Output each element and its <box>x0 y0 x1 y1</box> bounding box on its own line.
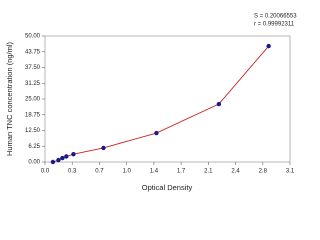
x-tick-label: 0.0 <box>41 169 50 175</box>
data-point <box>216 101 222 107</box>
y-tick-label: 18.75 <box>25 112 41 118</box>
data-point <box>50 159 56 165</box>
data-point <box>56 157 61 163</box>
data-point <box>64 154 69 159</box>
x-tick-label: 2.1 <box>204 169 213 175</box>
plot-area <box>44 35 291 163</box>
x-tick-label: 0.3 <box>68 169 77 175</box>
stat-s: S = 0.20066553 <box>254 14 297 20</box>
x-axis-label: Optical Density <box>142 183 193 192</box>
y-axis-label: Human TNC concentration (ng/ml) <box>5 41 14 156</box>
y-tick-label: 6.25 <box>28 144 40 150</box>
x-tick-label: 2.8 <box>259 169 268 175</box>
y-tick-label: 31.25 <box>25 81 41 87</box>
data-point <box>101 145 106 151</box>
y-tick-label: 37.50 <box>25 65 41 71</box>
stat-r: r = 0.99992311 <box>254 22 295 28</box>
y-tick-label: 12.50 <box>25 128 41 134</box>
x-tick-label: 1.0 <box>122 169 131 175</box>
x-tick-label: 2.4 <box>231 169 240 175</box>
data-point <box>60 155 65 161</box>
y-tick-label: 25.00 <box>25 97 41 103</box>
x-tick-label: 3.1 <box>286 169 295 175</box>
x-tick-label: 1.4 <box>150 169 159 175</box>
y-tick-label: 0.00 <box>28 160 40 166</box>
chart: S = 0.20066553 r = 0.99992311 Optical De… <box>5 14 297 192</box>
y-tick-label: 43.75 <box>25 49 41 55</box>
data-point <box>71 151 76 157</box>
y-tick-label: 50.00 <box>25 34 41 40</box>
data-point <box>154 130 159 136</box>
x-tick-label: 0.7 <box>95 169 104 175</box>
data-point <box>266 43 271 49</box>
x-tick-label: 1.7 <box>177 169 186 175</box>
